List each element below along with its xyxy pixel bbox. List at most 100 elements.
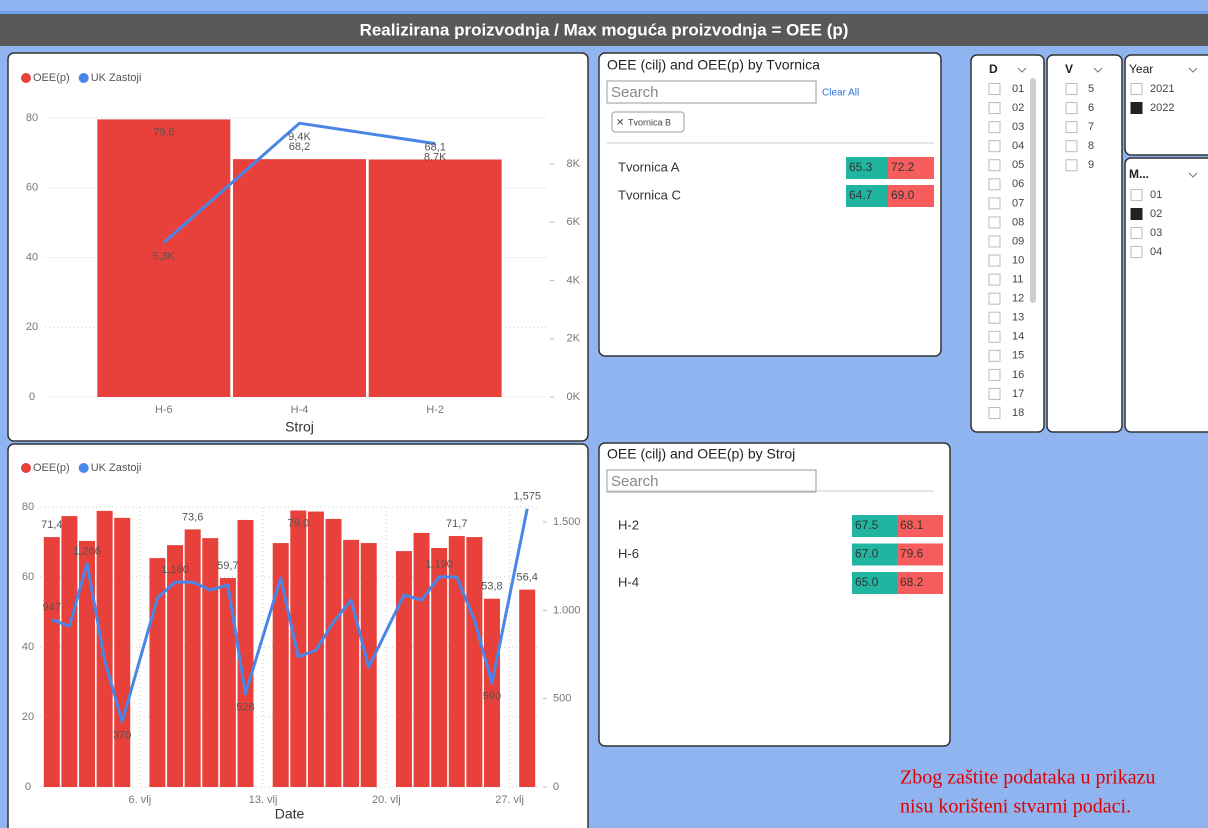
checkbox[interactable]: [988, 197, 1001, 210]
checkbox[interactable]: [1065, 83, 1078, 95]
slicer-item[interactable]: 2022: [1150, 102, 1174, 114]
checkbox[interactable]: [988, 407, 1001, 420]
cell: [846, 185, 888, 207]
checkbox[interactable]: [988, 102, 1001, 115]
slicer-item[interactable]: 7: [1088, 121, 1094, 133]
slicer-panel: [1124, 54, 1208, 156]
slicer-item[interactable]: 09: [1012, 235, 1024, 247]
data-label: 73,6: [182, 511, 203, 523]
note: nisu korišteni stvarni podaci.: [900, 796, 1131, 818]
checkbox[interactable]: [988, 178, 1001, 191]
slicer-item[interactable]: 06: [1012, 178, 1024, 190]
data-label: 1,575: [513, 491, 541, 503]
slicer-item[interactable]: 10: [1012, 254, 1024, 266]
checkbox[interactable]: [1130, 189, 1143, 201]
row-label: H-6: [618, 546, 639, 561]
checkbox[interactable]: [988, 140, 1001, 153]
slicer-item[interactable]: 04: [1150, 246, 1162, 258]
row-label: Tvornica A: [618, 159, 680, 174]
slicer-item[interactable]: 05: [1012, 159, 1024, 171]
checkbox[interactable]: [1065, 159, 1078, 172]
clear-all[interactable]: Clear All: [822, 88, 859, 99]
chevron[interactable]: [1188, 172, 1198, 178]
chevron[interactable]: [1188, 67, 1198, 73]
slicer-item[interactable]: 03: [1150, 227, 1162, 239]
slicer-item[interactable]: 18: [1012, 407, 1024, 419]
filter-chip[interactable]: [611, 111, 685, 133]
search-box[interactable]: [606, 80, 817, 104]
slicer-item[interactable]: 08: [1012, 216, 1024, 228]
checkbox[interactable]: [988, 311, 1001, 324]
checkbox[interactable]: [988, 254, 1001, 267]
y2-tick-label: 6K: [567, 216, 581, 228]
charts: H-6 H-4 H-2 0 20 40 60 80 0K 2K 4K 6K 8K Stroj OEE(p) U…: [21, 72, 581, 822]
slicer-item[interactable]: 12: [1012, 293, 1024, 305]
row-label: H-4: [618, 574, 639, 589]
checkbox[interactable]: [988, 273, 1001, 286]
slicers: D 01 02 03 04 05 06 07 08 09 10 11 12 13 14 15 16 17 18 V 5 6…: [988, 62, 1198, 420]
x-tick-label: 20. vlj: [372, 794, 401, 806]
checkbox[interactable]: [988, 292, 1001, 305]
slicer-item[interactable]: 2021: [1150, 83, 1174, 95]
slicer-item[interactable]: 16: [1012, 369, 1024, 381]
chip-x: ✕: [616, 118, 624, 129]
bar: [61, 516, 78, 787]
checkbox[interactable]: [988, 235, 1001, 248]
slicer-item[interactable]: 14: [1012, 331, 1024, 343]
slicer-title: M...: [1129, 167, 1149, 181]
slicer-item[interactable]: 01: [1150, 189, 1162, 201]
checkbox[interactable]: [1065, 140, 1078, 153]
slicer-item[interactable]: 13: [1012, 312, 1024, 324]
slicer-item[interactable]: 04: [1012, 140, 1024, 152]
bar: [202, 538, 219, 787]
cell: [852, 515, 897, 537]
slicer-item[interactable]: 5: [1088, 83, 1094, 95]
checkbox[interactable]: [1130, 246, 1143, 258]
checkbox[interactable]: [1130, 102, 1143, 114]
bar: [290, 510, 307, 787]
slicer-item[interactable]: 8: [1088, 140, 1094, 152]
bar: [483, 598, 500, 787]
search-box[interactable]: [606, 469, 817, 493]
slicer-item[interactable]: 02: [1150, 208, 1162, 220]
checkbox[interactable]: [1065, 102, 1078, 115]
checkbox[interactable]: [988, 216, 1001, 229]
data-label: 79,0: [288, 517, 309, 529]
y-tick-label: 0: [25, 781, 31, 793]
checkbox[interactable]: [988, 330, 1001, 343]
table-title: OEE (cilj) and OEE(p) by Tvornica: [607, 57, 820, 73]
slicer-item[interactable]: 07: [1012, 197, 1024, 209]
checkbox[interactable]: [988, 349, 1001, 362]
bar: [184, 529, 201, 787]
checkbox[interactable]: [1065, 121, 1078, 134]
checkbox[interactable]: [988, 121, 1001, 134]
checkbox[interactable]: [1130, 208, 1143, 220]
x-tick-label: H-4: [291, 404, 309, 416]
cell-value: 68.2: [900, 575, 924, 589]
checkbox[interactable]: [988, 159, 1001, 172]
slicer-item[interactable]: 01: [1012, 83, 1024, 95]
slicer-item[interactable]: 02: [1012, 102, 1024, 114]
checkbox[interactable]: [988, 83, 1001, 95]
legend-label: UK Zastoji: [91, 72, 142, 84]
slicer-item[interactable]: 15: [1012, 350, 1024, 362]
cell: [897, 515, 943, 537]
checkbox[interactable]: [988, 387, 1001, 400]
slicer-item[interactable]: 17: [1012, 388, 1024, 400]
checkbox[interactable]: [988, 368, 1001, 381]
cell: [888, 157, 934, 179]
chevron[interactable]: [1093, 67, 1103, 73]
y-tick-label: 60: [22, 571, 34, 583]
slicer-item[interactable]: 6: [1088, 102, 1094, 114]
data-label: 79,6: [153, 126, 174, 138]
x-tick-label: 13. vlj: [249, 794, 278, 806]
slicer-item[interactable]: 11: [1012, 274, 1023, 286]
slicer-item[interactable]: 9: [1088, 159, 1094, 171]
checkbox[interactable]: [1130, 227, 1143, 239]
chevron[interactable]: [1017, 67, 1027, 73]
slicer-item[interactable]: 03: [1012, 121, 1024, 133]
scrollbar[interactable]: [1030, 78, 1036, 303]
bar: [325, 518, 342, 787]
checkbox[interactable]: [1130, 83, 1143, 95]
